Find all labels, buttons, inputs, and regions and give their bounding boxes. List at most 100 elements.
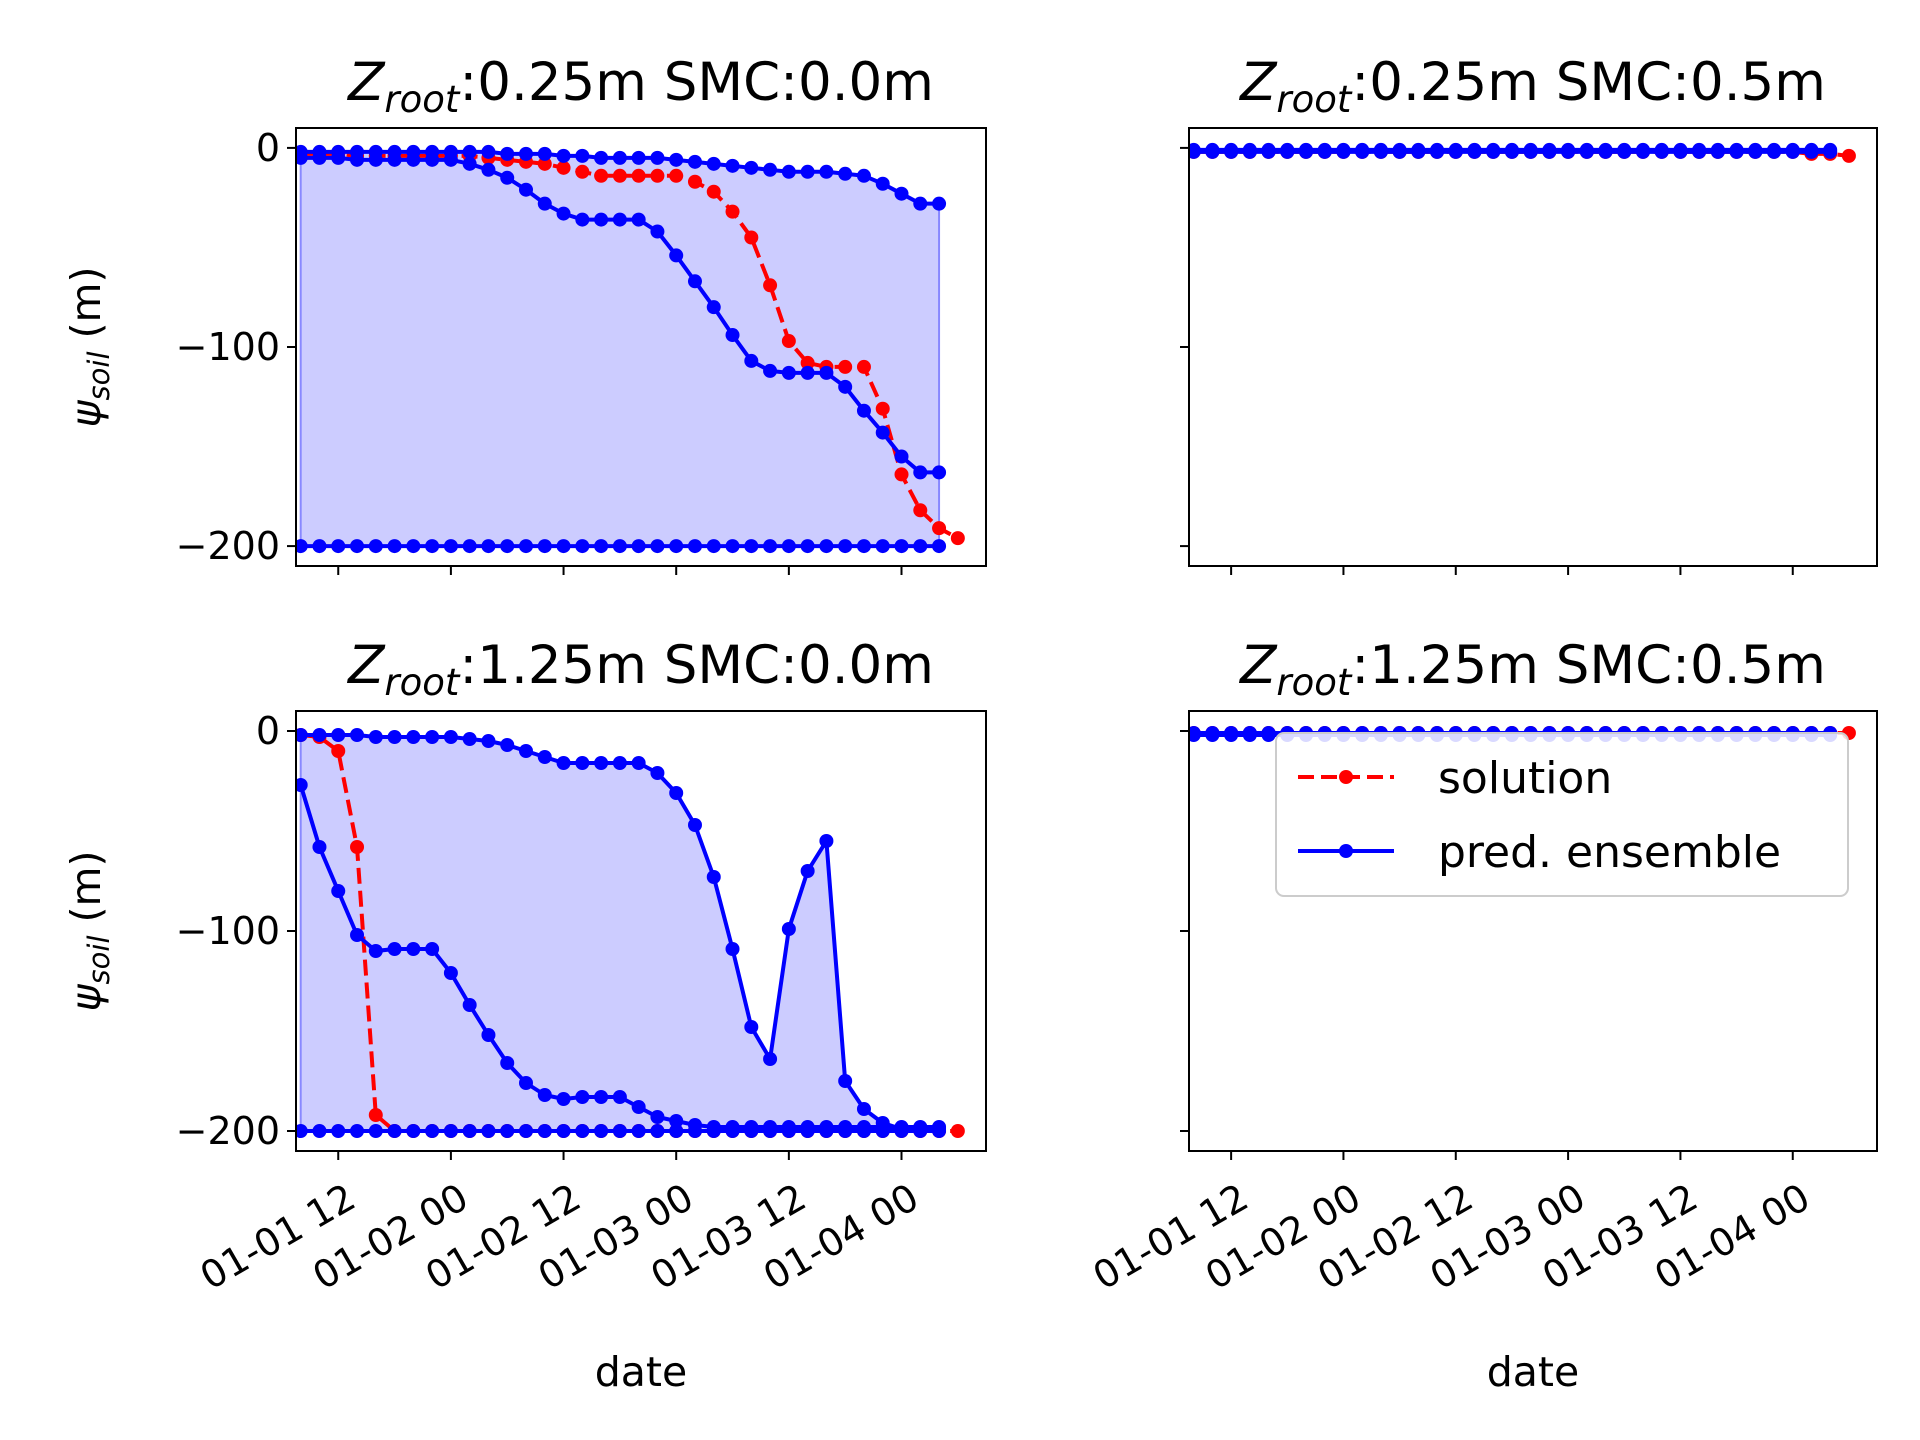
data-point: [556, 1092, 571, 1106]
data-point: [631, 1124, 646, 1138]
data-point: [1710, 144, 1725, 159]
data-point: [312, 1124, 327, 1138]
data-point: [1841, 148, 1856, 163]
data-point: [706, 184, 721, 199]
data-point: [350, 539, 365, 554]
data-point: [706, 870, 721, 884]
data-point: [556, 1124, 571, 1138]
legend-marker: [1339, 844, 1353, 858]
data-point: [296, 150, 308, 165]
data-point: [744, 1124, 759, 1138]
series-pred-ensemble-member: [296, 150, 947, 480]
y-tick-label: −100: [176, 909, 280, 953]
y-tick-label: 0: [256, 126, 280, 170]
data-point: [1392, 144, 1407, 159]
data-point: [1242, 728, 1257, 742]
data-point: [594, 1090, 609, 1104]
data-point: [687, 274, 702, 289]
panel-title: Zroot:0.25m SMC:0.0m: [346, 52, 934, 121]
data-point: [387, 730, 402, 744]
data-point: [312, 728, 327, 742]
data-point: [387, 942, 402, 956]
data-point: [500, 738, 515, 752]
data-point: [950, 1124, 965, 1138]
data-point: [406, 152, 421, 167]
data-point: [1673, 144, 1688, 159]
data-point: [1804, 144, 1819, 159]
data-point: [631, 150, 646, 165]
data-point: [1336, 144, 1351, 159]
data-point: [594, 150, 609, 165]
panel-title: Zroot:1.25m SMC:0.5m: [1238, 635, 1826, 704]
data-point: [519, 182, 533, 197]
y-tick-label: 0: [256, 709, 280, 753]
data-point: [932, 521, 947, 536]
data-point: [894, 186, 909, 201]
data-point: [650, 224, 665, 239]
data-point: [856, 168, 871, 183]
data-point: [706, 539, 721, 554]
data-point: [781, 1124, 796, 1138]
data-point: [462, 732, 477, 746]
data-point: [331, 744, 346, 758]
series-pred-ensemble-lower: [1189, 144, 1838, 159]
data-point: [819, 539, 834, 554]
plot-area: [1189, 142, 1856, 163]
data-point: [781, 365, 796, 380]
legend-label: pred. ensemble: [1438, 827, 1781, 878]
data-point: [481, 1124, 496, 1138]
data-point: [725, 942, 740, 956]
data-point: [763, 1052, 778, 1066]
data-point: [819, 164, 834, 179]
data-point: [575, 756, 590, 770]
data-point: [1579, 144, 1594, 159]
axes-frame: [1188, 127, 1878, 567]
data-point: [650, 539, 665, 554]
data-point: [1189, 144, 1201, 159]
data-point: [537, 146, 552, 161]
data-point: [650, 168, 665, 183]
data-point: [575, 164, 590, 179]
data-point: [781, 334, 796, 349]
data-point: [894, 467, 909, 482]
data-point: [387, 1124, 402, 1138]
data-point: [537, 539, 552, 554]
data-point: [894, 539, 909, 554]
data-point: [838, 379, 853, 394]
data-point: [838, 359, 853, 374]
data-point: [913, 1124, 928, 1138]
data-point: [706, 1124, 721, 1138]
data-point: [350, 840, 365, 854]
data-point: [800, 864, 815, 878]
data-point: [932, 539, 947, 554]
data-point: [763, 162, 778, 177]
data-point: [1748, 144, 1763, 159]
data-point: [875, 401, 890, 416]
data-point: [687, 1124, 702, 1138]
data-point: [556, 206, 571, 221]
data-point: [687, 818, 702, 832]
data-point: [744, 539, 759, 554]
legend-label: solution: [1438, 753, 1612, 804]
data-point: [706, 300, 721, 315]
data-point: [462, 539, 477, 554]
data-point: [1486, 144, 1501, 159]
data-point: [856, 539, 871, 554]
data-point: [1317, 144, 1332, 159]
data-point: [631, 539, 646, 554]
legend-frame: [1275, 732, 1849, 897]
data-point: [368, 730, 383, 744]
data-point: [800, 355, 815, 370]
data-point: [838, 539, 853, 554]
data-point: [425, 942, 440, 956]
data-point: [500, 539, 515, 554]
data-point: [331, 728, 346, 742]
y-tick-label: −100: [176, 325, 280, 369]
data-point: [763, 363, 778, 378]
data-point: [368, 1108, 383, 1122]
data-point: [744, 230, 759, 245]
data-point: [537, 750, 552, 764]
data-point: [819, 1124, 834, 1138]
data-point: [744, 1020, 759, 1034]
